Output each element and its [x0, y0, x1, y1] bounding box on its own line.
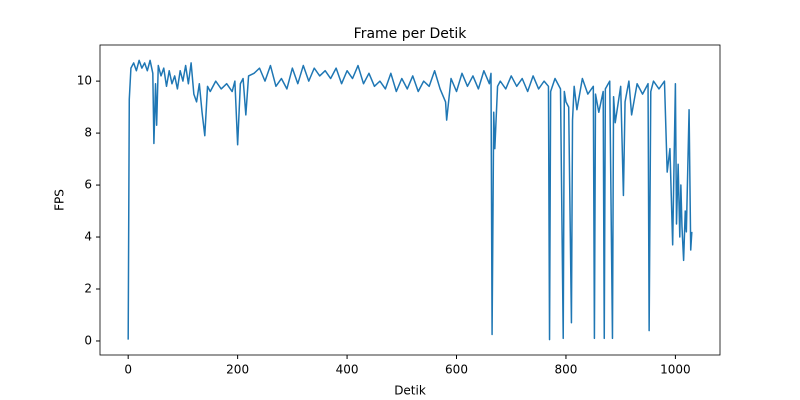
x-tick-label: 0 [124, 363, 132, 377]
chart-title: Frame per Detik [354, 26, 468, 42]
y-tick-label: 4 [84, 230, 92, 244]
x-tick-label: 200 [226, 363, 249, 377]
y-tick-label: 8 [84, 126, 92, 140]
x-axis-label: Detik [394, 384, 426, 398]
x-tick-label: 600 [445, 363, 468, 377]
y-tick-label: 2 [84, 281, 92, 295]
x-tick-label: 400 [336, 363, 359, 377]
y-axis-label: FPS [53, 189, 67, 211]
line-series [127, 59, 693, 341]
x-tick-label: 1000 [660, 363, 691, 377]
x-tick-label: 800 [555, 363, 578, 377]
y-tick-label: 6 [84, 178, 92, 192]
y-tick-label: 0 [84, 333, 92, 347]
plot-frame [99, 44, 721, 356]
y-tick-label: 10 [77, 74, 92, 88]
